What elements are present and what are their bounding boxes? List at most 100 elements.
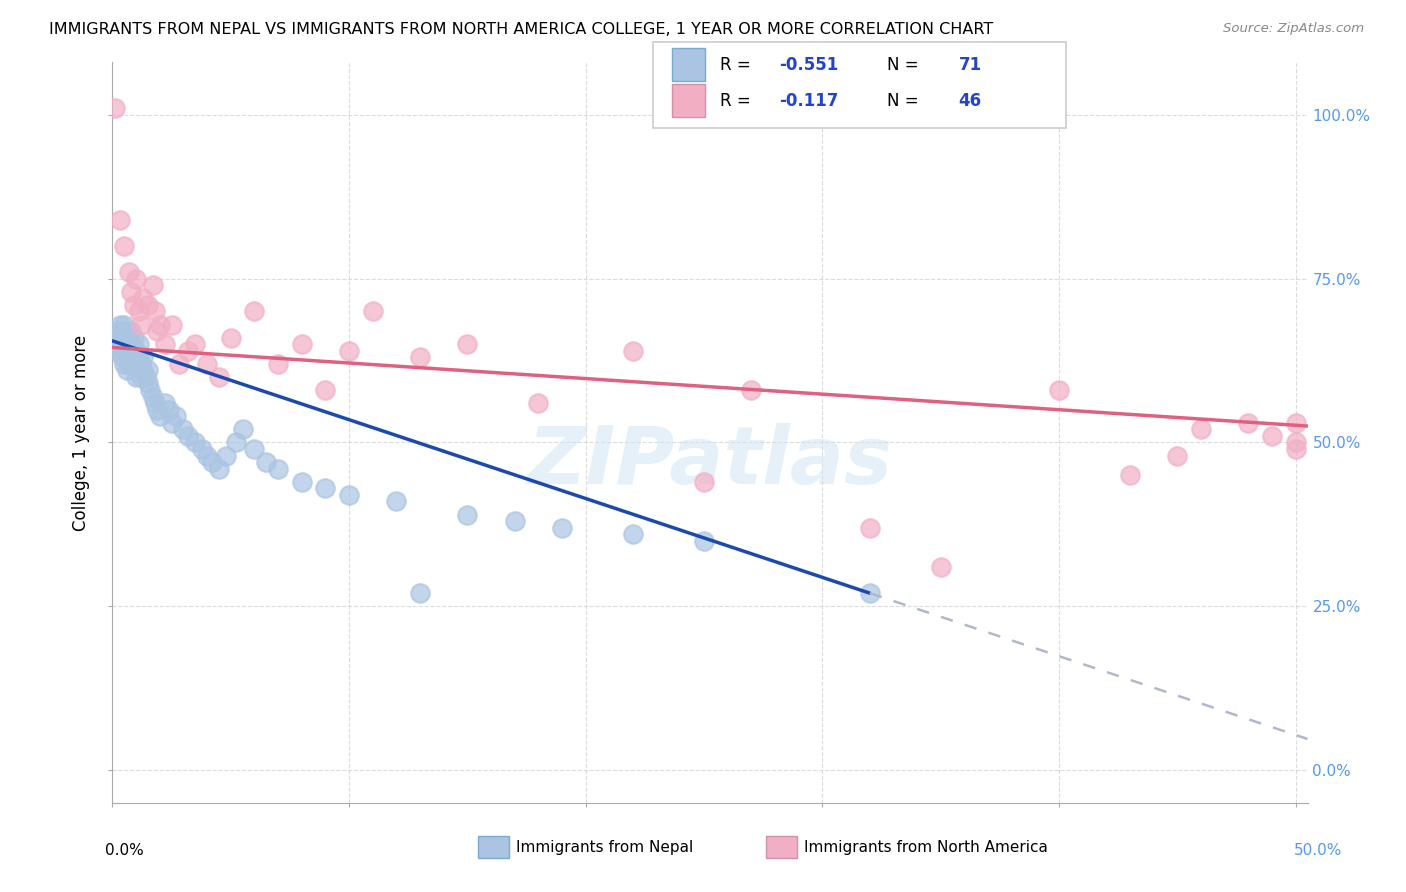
Point: [195, 449, 218, 463]
Point: [693, 475, 716, 489]
Point: [314, 481, 336, 495]
Point: [120, 351, 142, 365]
Point: [135, 370, 157, 384]
Point: [118, 265, 141, 279]
Text: 71: 71: [959, 55, 981, 74]
Point: [243, 304, 266, 318]
Point: [118, 330, 141, 344]
Point: [177, 343, 200, 358]
Point: [132, 363, 155, 377]
Point: [232, 422, 254, 436]
Point: [128, 304, 150, 318]
Point: [143, 396, 166, 410]
Point: [195, 357, 218, 371]
Text: Immigrants from Nepal: Immigrants from Nepal: [516, 840, 693, 855]
Text: N =: N =: [887, 55, 924, 74]
Text: 0.0%: 0.0%: [105, 843, 145, 858]
Point: [167, 357, 190, 371]
Point: [125, 357, 148, 371]
Point: [1261, 429, 1284, 443]
Point: [172, 422, 194, 436]
Point: [108, 318, 131, 332]
Point: [859, 521, 882, 535]
Point: [361, 304, 384, 318]
Point: [503, 514, 526, 528]
Point: [132, 291, 155, 305]
Text: 46: 46: [959, 92, 981, 110]
Point: [1285, 435, 1308, 450]
Point: [125, 343, 148, 358]
Point: [120, 285, 142, 299]
Point: [108, 343, 131, 358]
Point: [291, 337, 314, 351]
Point: [112, 330, 135, 344]
Point: [1166, 449, 1188, 463]
Point: [219, 330, 242, 344]
Point: [385, 494, 408, 508]
Point: [112, 357, 135, 371]
Point: [139, 383, 162, 397]
FancyBboxPatch shape: [652, 42, 1066, 128]
Text: ZIPatlas: ZIPatlas: [527, 423, 893, 501]
Point: [621, 343, 644, 358]
Point: [243, 442, 266, 456]
Point: [129, 370, 152, 384]
Point: [1285, 416, 1308, 430]
Point: [191, 442, 214, 456]
Point: [112, 318, 135, 332]
Point: [118, 343, 141, 358]
Point: [129, 357, 152, 371]
Point: [104, 101, 127, 115]
Point: [111, 351, 134, 365]
Point: [146, 324, 169, 338]
Point: [859, 586, 882, 600]
Point: [105, 337, 128, 351]
Point: [122, 343, 145, 358]
Text: N =: N =: [887, 92, 924, 110]
Point: [1285, 442, 1308, 456]
Point: [456, 508, 478, 522]
Point: [208, 461, 231, 475]
Text: R =: R =: [720, 55, 755, 74]
Point: [291, 475, 314, 489]
FancyBboxPatch shape: [672, 47, 706, 81]
Point: [136, 363, 159, 377]
Point: [456, 337, 478, 351]
Point: [527, 396, 550, 410]
Y-axis label: College, 1 year or more: College, 1 year or more: [72, 334, 90, 531]
Point: [132, 351, 155, 365]
Text: -0.117: -0.117: [779, 92, 839, 110]
Point: [1189, 422, 1212, 436]
Point: [215, 449, 238, 463]
Point: [409, 586, 432, 600]
Point: [115, 351, 138, 365]
Point: [104, 330, 127, 344]
Point: [115, 363, 138, 377]
Point: [128, 351, 150, 365]
Point: [142, 278, 165, 293]
Point: [184, 435, 207, 450]
Point: [111, 324, 134, 338]
Point: [201, 455, 224, 469]
Point: [267, 461, 290, 475]
Point: [1047, 383, 1070, 397]
Point: [208, 370, 231, 384]
Point: [160, 318, 183, 332]
Text: -0.551: -0.551: [779, 55, 838, 74]
Point: [314, 383, 336, 397]
Point: [143, 304, 166, 318]
Point: [1119, 468, 1142, 483]
Text: 50.0%: 50.0%: [1295, 843, 1343, 858]
Point: [108, 212, 131, 227]
Text: R =: R =: [720, 92, 755, 110]
Point: [160, 416, 183, 430]
Point: [105, 324, 128, 338]
Point: [184, 337, 207, 351]
Point: [142, 390, 165, 404]
Point: [111, 337, 134, 351]
Point: [153, 337, 176, 351]
Point: [165, 409, 187, 424]
Text: Immigrants from North America: Immigrants from North America: [804, 840, 1047, 855]
Point: [740, 383, 762, 397]
Point: [136, 298, 159, 312]
